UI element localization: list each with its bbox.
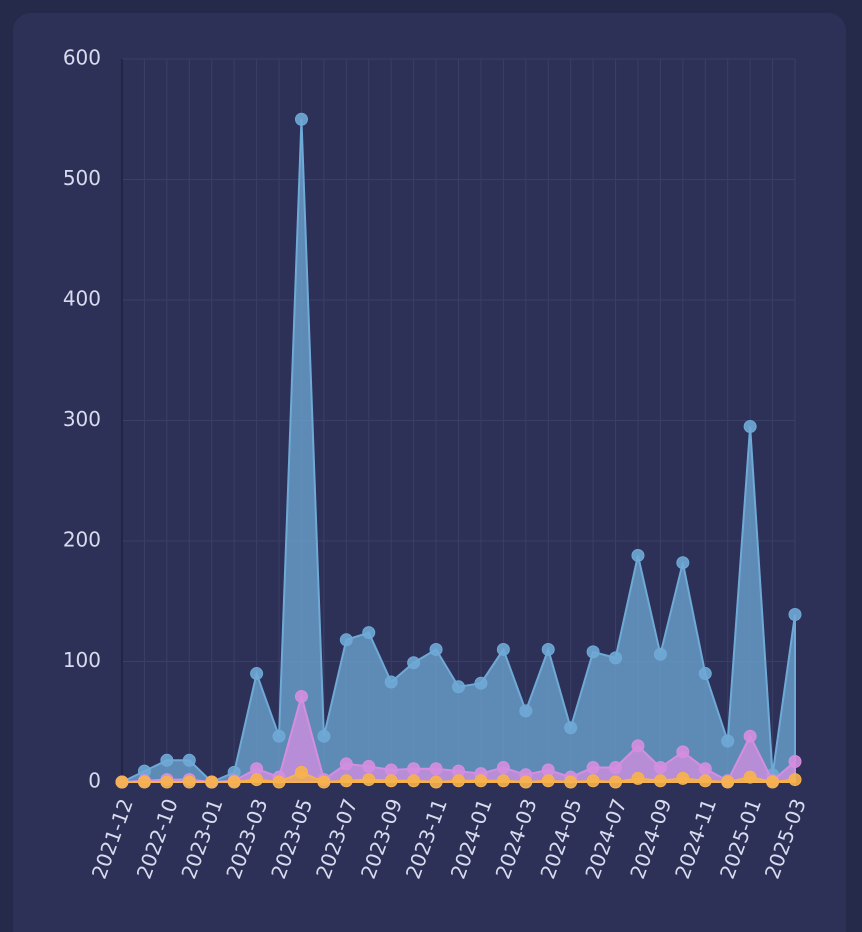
point: [294, 689, 308, 703]
point: [586, 774, 600, 788]
card: [13, 13, 846, 932]
point: [429, 642, 443, 656]
point: [721, 734, 735, 748]
point: [676, 745, 690, 759]
point: [631, 771, 645, 785]
point: [586, 761, 600, 775]
point: [384, 774, 398, 788]
point: [698, 667, 712, 681]
point: [250, 773, 264, 787]
point: [541, 642, 555, 656]
point: [788, 608, 802, 622]
point: [766, 775, 780, 789]
point: [362, 759, 376, 773]
y-tick-label: 400: [63, 287, 101, 311]
point: [182, 775, 196, 789]
point: [496, 774, 510, 788]
point: [653, 761, 667, 775]
point: [519, 704, 533, 718]
point: [743, 770, 757, 784]
point: [676, 771, 690, 785]
point: [609, 775, 623, 789]
point: [227, 775, 241, 789]
point: [474, 676, 488, 690]
point: [384, 675, 398, 689]
point: [541, 774, 555, 788]
point: [653, 774, 667, 788]
point: [407, 656, 421, 670]
point: [452, 680, 465, 694]
point: [631, 739, 645, 753]
point: [743, 420, 757, 434]
point: [407, 762, 421, 776]
point: [317, 729, 331, 743]
point: [743, 729, 757, 743]
point: [384, 763, 398, 777]
y-tick-label: 600: [63, 46, 101, 70]
point: [609, 651, 623, 665]
point: [250, 667, 264, 681]
point: [631, 548, 645, 562]
point: [474, 774, 488, 788]
point: [496, 761, 510, 775]
point: [564, 775, 578, 789]
point: [407, 774, 421, 788]
point: [182, 753, 196, 767]
y-tick-label: 200: [63, 528, 101, 552]
point: [586, 645, 600, 659]
y-tick-label: 100: [63, 648, 101, 672]
point: [788, 755, 802, 769]
point: [250, 762, 264, 776]
point: [160, 775, 174, 789]
point: [676, 556, 690, 570]
point: [294, 765, 308, 779]
point: [452, 774, 465, 788]
y-tick-label: 500: [63, 166, 101, 190]
point: [115, 775, 129, 789]
point: [698, 774, 712, 788]
y-tick-label: 300: [63, 407, 101, 431]
point: [721, 775, 735, 789]
point: [564, 721, 578, 735]
point: [429, 762, 443, 776]
point: [317, 775, 331, 789]
point: [698, 762, 712, 776]
point: [137, 775, 151, 789]
point: [788, 773, 802, 787]
point: [653, 647, 667, 661]
point: [362, 773, 376, 787]
y-tick-label: 0: [88, 769, 101, 793]
point: [362, 626, 376, 640]
point: [541, 763, 555, 777]
point: [339, 757, 353, 771]
point: [429, 775, 443, 789]
point: [272, 729, 286, 743]
point: [272, 775, 286, 789]
point: [339, 633, 353, 647]
point: [160, 753, 174, 767]
point: [496, 642, 510, 656]
point: [609, 761, 623, 775]
point: [294, 112, 308, 126]
point: [205, 775, 219, 789]
point: [339, 774, 353, 788]
point: [519, 775, 533, 789]
